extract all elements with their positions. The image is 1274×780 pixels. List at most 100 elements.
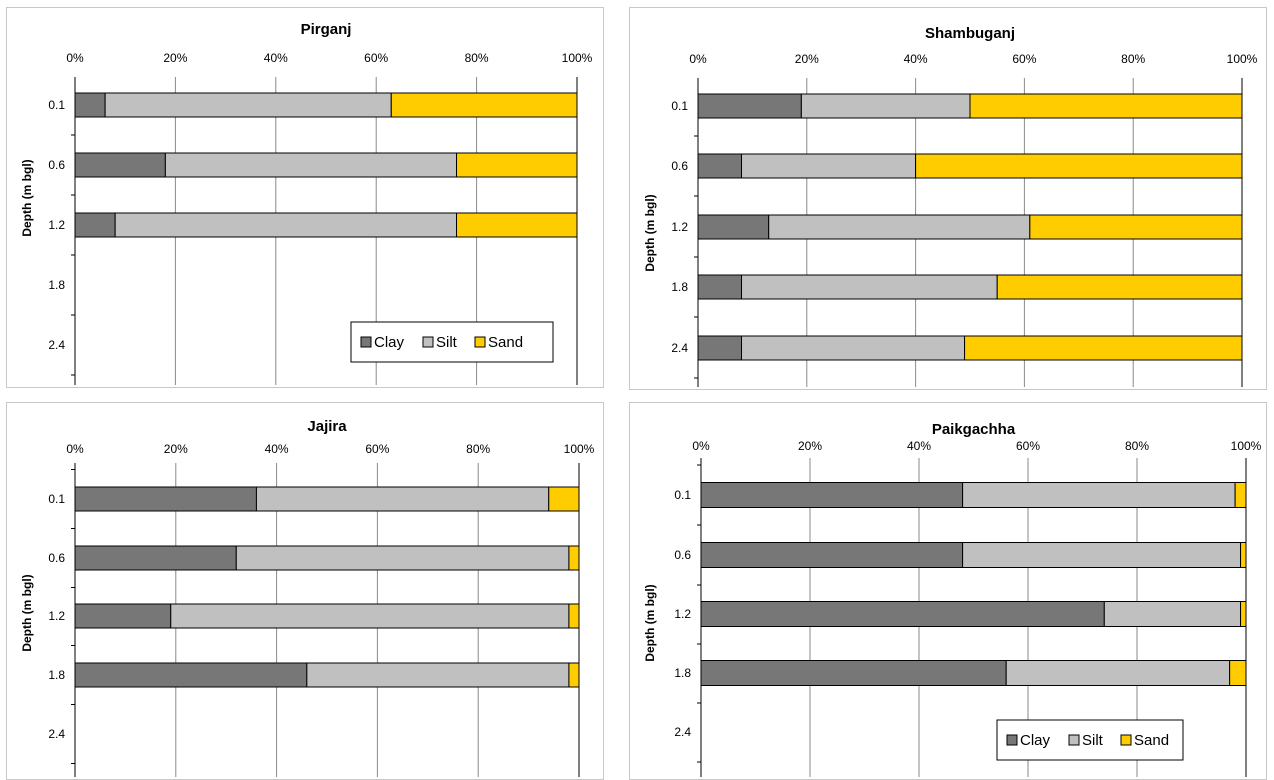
chart-panel-shambuganj: Shambuganj 0% 20% 40% 60% 80% 100% 0.1 0.6 1.2 1.8… [629,7,1267,390]
chart-title: Paikgachha [932,421,1016,438]
bar-clay-1-2 [74,212,116,238]
x-tick-label: 0% [689,52,707,66]
x-tick-label: 60% [364,51,388,65]
y-tick-label: 1.8 [48,278,65,292]
y-tick-label: 1.2 [48,218,65,232]
bar-clay-1-2 [700,601,1105,627]
x-tick-label: 20% [798,439,822,453]
legend: Clay Silt Sand [350,321,554,363]
bar-clay-0-1 [697,93,802,119]
x-tick-label: 60% [1012,52,1036,66]
bar-clay-1-2 [697,214,770,240]
bar-sand-0-6 [568,545,580,571]
bar-clay-1-8 [74,662,308,688]
y-tick-label: 0.6 [671,159,688,173]
y-tick-label: 0.6 [674,548,691,562]
x-tick-label: 40% [907,439,931,453]
chart-title: Shambuganj [925,25,1015,42]
y-tick-label: 0.1 [48,98,65,112]
bar-sand-0-1 [548,486,580,512]
legend-label-clay: Clay [1020,732,1051,749]
y-tick-label: 2.4 [671,341,688,355]
bar-silt-2-4 [741,335,966,361]
legend-swatch-clay [360,336,372,348]
bar-sand-1-2 [568,603,580,629]
bar-sand-0-6 [456,152,578,178]
chart-paikgachha: Paikgachha 0% 20% 40% 60% 80% 100% 0.1 0.6 1.2 1.8… [643,421,1262,777]
bar-sand-0-1 [969,93,1243,119]
bar-sand-1-8 [996,274,1243,300]
bar-clay-2-4 [697,335,743,361]
bar-sand-0-6 [915,153,1243,179]
bar-sand-0-1 [390,92,578,118]
bar-clay-1-2 [74,603,172,629]
y-axis-label: Depth (m bgl) [20,574,34,651]
bar-clay-0-6 [74,545,237,571]
y-tick-label: 0.1 [674,488,691,502]
x-tick-label: 80% [465,51,489,65]
bar-silt-1-8 [306,662,570,688]
y-tick-label: 0.1 [671,99,688,113]
legend-swatch-clay [1006,734,1018,746]
x-tick-label: 100% [562,51,593,65]
bar-clay-1-8 [697,274,743,300]
bar-silt-0-6 [235,545,570,571]
y-tick-label: 2.4 [674,725,691,739]
bar-silt-0-1 [800,93,971,119]
bar-silt-1-8 [741,274,998,300]
bar-silt-1-2 [170,603,570,629]
bar-sand-1-8 [1229,660,1247,686]
legend-label-silt: Silt [436,334,458,351]
bar-sand-2-4 [964,335,1243,361]
y-tick-label: 1.8 [671,280,688,294]
bar-clay-0-1 [74,92,106,118]
y-tick-label: 2.4 [48,338,65,352]
x-tick-label: 0% [66,51,84,65]
legend-label-sand: Sand [1134,732,1169,749]
x-tick-label: 80% [1121,52,1145,66]
bar-silt-0-6 [164,152,458,178]
chart-shambuganj: Shambuganj 0% 20% 40% 60% 80% 100% 0.1 0.6 1.2 1.8… [643,25,1258,387]
y-tick-label: 1.2 [671,220,688,234]
bar-clay-0-1 [74,486,257,512]
x-tick-label: 20% [163,51,187,65]
y-axis-label: Depth (m bgl) [643,194,657,271]
y-tick-label: 0.6 [48,158,65,172]
x-tick-label: 100% [1227,52,1258,66]
x-tick-label: 60% [1016,439,1040,453]
bar-sand-1-2 [1029,214,1243,240]
bar-clay-1-8 [700,660,1007,686]
bar-silt-1-2 [114,212,458,238]
x-tick-label: 100% [1231,439,1262,453]
x-tick-label: 0% [66,442,84,456]
x-tick-label: 20% [164,442,188,456]
bar-sand-1-8 [568,662,580,688]
x-tick-label: 80% [1125,439,1149,453]
y-axis-label: Depth (m bgl) [643,584,657,661]
bar-clay-0-6 [697,153,743,179]
bar-clay-0-1 [700,482,964,508]
legend-swatch-silt [422,336,434,348]
legend-swatch-silt [1068,734,1080,746]
bar-silt-0-1 [962,482,1236,508]
y-tick-label: 0.1 [48,492,65,506]
legend-swatch-sand [474,336,486,348]
bar-sand-0-1 [1234,482,1247,508]
y-tick-label: 1.2 [48,609,65,623]
y-tick-label: 1.2 [674,607,691,621]
bar-silt-1-8 [1005,660,1231,686]
legend-box [996,719,1184,761]
x-tick-label: 40% [265,442,289,456]
x-tick-label: 0% [692,439,710,453]
bar-clay-0-6 [74,152,166,178]
bar-silt-0-1 [104,92,392,118]
legend-label-sand: Sand [488,334,523,351]
chart-title: Pirganj [301,21,352,38]
legend: Clay Silt Sand [996,719,1184,761]
bar-sand-1-2 [456,212,578,238]
x-tick-label: 60% [365,442,389,456]
bar-silt-0-6 [741,153,917,179]
y-tick-label: 1.8 [48,668,65,682]
chart-title: Jajira [307,418,347,435]
x-tick-label: 40% [904,52,928,66]
